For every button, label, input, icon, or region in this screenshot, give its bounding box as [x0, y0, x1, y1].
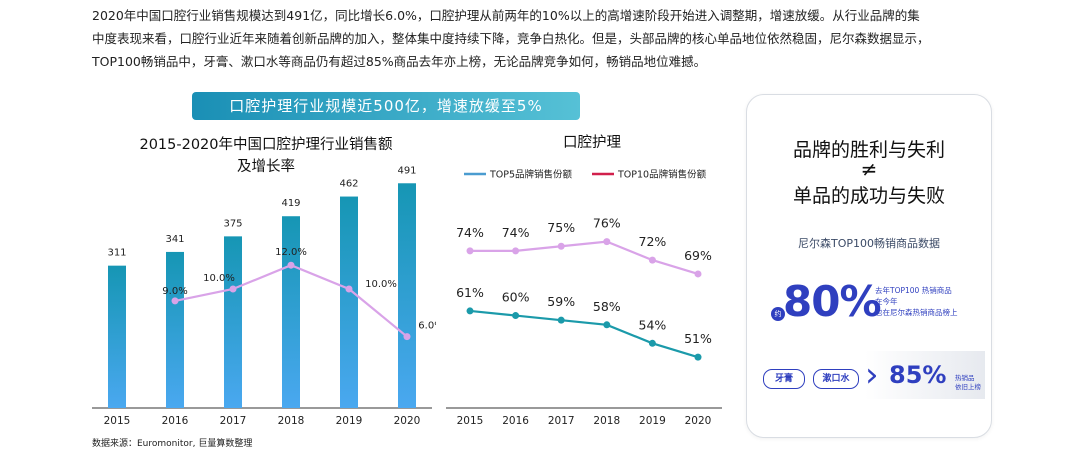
bar-value-label: 341 [165, 234, 184, 245]
growth-point [171, 297, 179, 305]
bar-value-label: 462 [339, 179, 358, 190]
bar-chart-subtitle: 及增长率 [237, 159, 295, 175]
bar-value-label: 311 [107, 248, 126, 259]
stat-text-line: 热销品 [955, 374, 975, 382]
bar [224, 236, 242, 408]
x-tick-label: 2017 [220, 415, 247, 427]
intro-paragraph: 2020年中国口腔行业销售规模达到491亿，同比增长6.0%，口腔护理从前两年的… [92, 4, 1012, 73]
big-stat-85: 85% [889, 361, 947, 389]
x-tick-label: 2016 [162, 415, 189, 427]
chip-toothpaste: 牙膏 [763, 369, 805, 389]
series-point [466, 247, 474, 255]
chevron-right-icon: › [865, 355, 879, 395]
share-line-chart: 2015 2016 2017 2018 2019 2020 TOP5品牌销售份额 TOP10品… [446, 169, 722, 427]
card-heading-product: 单品的成功与失败 [792, 185, 945, 207]
series-point [603, 321, 611, 329]
series-line [470, 240, 699, 276]
series-line [469, 309, 699, 359]
data-source: 数据来源：Euromonitor, 巨量算数整理 [92, 439, 253, 449]
x-tick-label: 2020 [394, 415, 421, 427]
growth-point [287, 261, 295, 269]
series-point [694, 270, 702, 278]
series-value-label: 61% [456, 285, 484, 300]
series-value-label: 76% [593, 216, 621, 231]
series-point [557, 242, 565, 250]
growth-label: 6.0% [418, 321, 436, 332]
line-chart-title: 口腔护理 [563, 135, 621, 151]
insight-card: 品牌的胜利与失利 ≠ 单品的成功与失败 尼尔森TOP100畅销商品数据 约 80… [746, 94, 992, 438]
series-point [603, 238, 611, 246]
series-point [648, 339, 656, 347]
card-heading-brand: 品牌的胜利与失利 [792, 139, 945, 161]
series-value-label: 51% [684, 331, 712, 346]
intro-line: 中度表现来看，口腔行业近年来随着创新品牌的加入，整体集中度持续下降，竞争白热化。… [92, 31, 930, 46]
growth-point [403, 333, 411, 341]
series-value-label: 72% [639, 234, 667, 249]
stat-backdrop [865, 351, 985, 399]
stat-text-line: 也在尼尔森热销商品榜上 [875, 308, 958, 317]
bar-value-label: 419 [281, 198, 300, 209]
not-equal-sign: ≠ [860, 157, 878, 181]
growth-label: 12.0% [275, 247, 307, 258]
bar [282, 216, 300, 408]
stat-text-line: 依旧上榜 [955, 383, 981, 391]
series-point [694, 353, 702, 361]
bar [166, 251, 184, 408]
series-point [557, 316, 565, 324]
series-point [512, 312, 520, 320]
x-tick-label: 2015 [457, 415, 484, 427]
series-value-label: 59% [547, 294, 575, 309]
x-tick-label: 2020 [685, 415, 712, 427]
about-badge: 约 [771, 307, 785, 321]
big-stat-80-text: 去年TOP100 热销商品 在今年 也在尼尔森热销商品榜上 [875, 285, 958, 318]
series-value-label: 75% [547, 220, 575, 235]
x-tick-label: 2016 [502, 415, 529, 427]
series-value-label: 58% [593, 299, 621, 314]
intro-line: 2020年中国口腔行业销售规模达到491亿，同比增长6.0%，口腔护理从前两年的… [92, 8, 920, 23]
x-tick-label: 2019 [639, 415, 666, 427]
bar-chart-title-line: 2015-2020年中国口腔护理行业销售额 [139, 137, 393, 153]
growth-label: 10.0% [365, 279, 397, 290]
series-point [648, 256, 656, 264]
bar [398, 183, 416, 408]
legend-label: TOP10品牌销售份额 [617, 169, 707, 181]
headline-banner: 口腔护理行业规模近500亿，增速放缓至5% [192, 92, 580, 120]
series-value-label: 60% [502, 290, 530, 305]
bar [108, 265, 126, 408]
bar-chart-title: 2015-2020年中国口腔护理行业销售额 及增长率 [92, 134, 440, 178]
growth-label: 9.0% [162, 286, 187, 297]
series-value-label: 74% [502, 225, 530, 240]
x-tick-label: 2019 [336, 415, 363, 427]
card-data-note: 尼尔森TOP100畅销商品数据 [797, 237, 940, 250]
growth-point [345, 285, 353, 293]
stat-text-line: 去年TOP100 热销商品 [875, 286, 952, 295]
series-value-label: 74% [456, 225, 484, 240]
series-value-label: 54% [639, 317, 667, 332]
bar-value-label: 491 [397, 165, 416, 176]
chip-mouthwash: 漱口水 [813, 369, 859, 389]
legend-label: TOP5品牌销售份额 [489, 169, 573, 181]
stat-text-line: 在今年 [875, 297, 898, 306]
bar [340, 196, 358, 408]
series-value-label: 69% [684, 248, 712, 263]
bar-value-label: 375 [223, 218, 242, 229]
big-stat-80: 80% [783, 277, 882, 326]
growth-label: 10.0% [203, 273, 235, 284]
x-tick-label: 2018 [278, 415, 305, 427]
series-point [466, 307, 474, 315]
big-stat-85-text: 热销品 依旧上榜 [955, 374, 981, 392]
x-tick-label: 2015 [104, 415, 131, 427]
growth-point [229, 285, 237, 293]
x-tick-label: 2018 [593, 415, 620, 427]
sales-bar-chart: 311 2015 341 2016 375 2017 419 2018 462 2019 491 20… [92, 165, 436, 427]
x-tick-label: 2017 [548, 415, 575, 427]
intro-line: TOP100畅销品中，牙膏、漱口水等商品仍有超过85%商品去年亦上榜，无论品牌竞… [92, 54, 707, 69]
series-point [512, 247, 520, 255]
